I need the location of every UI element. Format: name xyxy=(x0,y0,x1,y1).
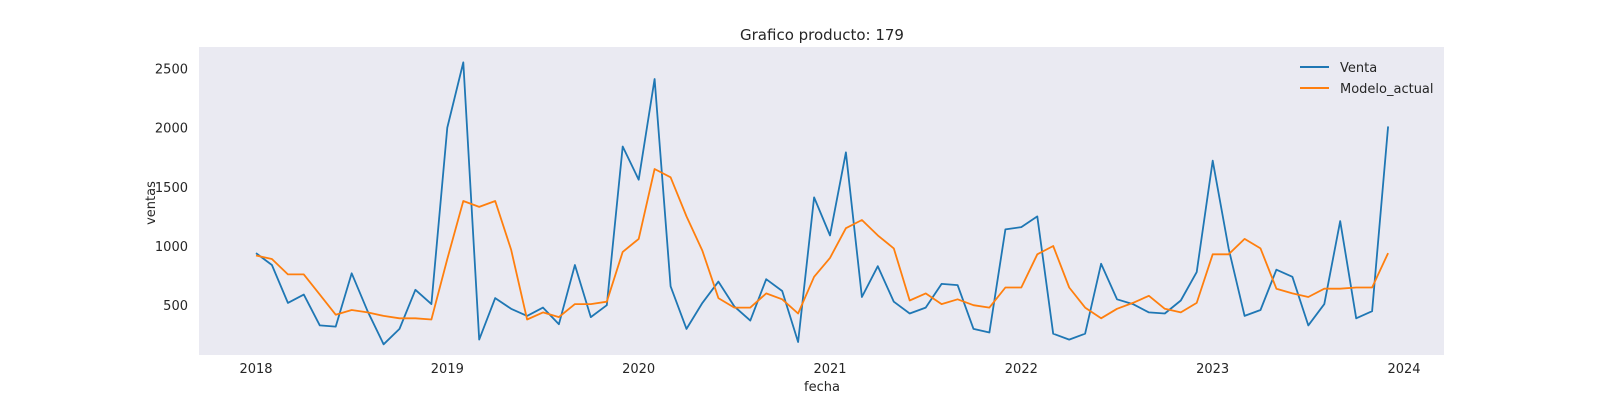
y-tick-label: 1000 xyxy=(155,240,188,255)
y-tick-label: 2000 xyxy=(155,122,188,137)
plot-background xyxy=(199,47,1444,355)
x-axis-label: fecha xyxy=(804,380,840,395)
legend: Venta Modelo_actual xyxy=(1300,61,1434,97)
x-tick-label: 2019 xyxy=(431,362,464,377)
y-tick-label: 2500 xyxy=(155,62,188,77)
x-tick-label: 2024 xyxy=(1387,362,1420,377)
series-line-modelo_actual xyxy=(255,168,1389,321)
y-tick-label: 500 xyxy=(163,299,188,314)
x-tick-label: 2018 xyxy=(239,362,272,377)
legend-label: Modelo_actual xyxy=(1340,82,1434,97)
y-ticks: 500 1000 1500 2000 2500 xyxy=(155,62,188,314)
x-tick-label: 2020 xyxy=(622,362,655,377)
series-lines xyxy=(255,61,1389,346)
x-tick-label: 2021 xyxy=(813,362,846,377)
series-line-venta xyxy=(255,61,1389,346)
y-axis-label: ventas xyxy=(144,181,159,225)
y-tick-label: 1500 xyxy=(155,181,188,196)
x-tick-label: 2023 xyxy=(1196,362,1229,377)
x-ticks: 2018 2019 2020 2021 2022 2023 2024 xyxy=(239,362,1420,377)
x-tick-label: 2022 xyxy=(1005,362,1038,377)
legend-label: Venta xyxy=(1340,61,1377,76)
chart-title: Grafico producto: 179 xyxy=(740,26,904,44)
